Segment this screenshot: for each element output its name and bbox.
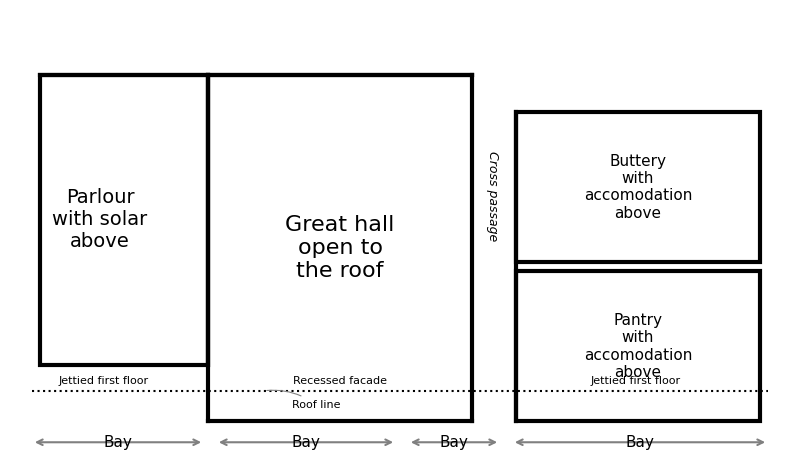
Bar: [40, 75, 208, 365]
Text: Bay: Bay: [626, 435, 654, 450]
Text: Jettied first floor: Jettied first floor: [591, 376, 681, 387]
Text: Pantry
with
accomodation
above: Pantry with accomodation above: [584, 313, 692, 380]
Text: Great hall
open to
the roof: Great hall open to the roof: [286, 215, 394, 281]
Text: Bay: Bay: [439, 435, 469, 450]
Text: Bay: Bay: [291, 435, 321, 450]
Text: Bay: Bay: [103, 435, 133, 450]
Bar: [516, 112, 760, 262]
Text: Jettied first floor: Jettied first floor: [59, 376, 149, 387]
Text: Buttery
with
accomodation
above: Buttery with accomodation above: [584, 154, 692, 221]
Text: Roof line: Roof line: [266, 390, 341, 410]
Text: Cross passage: Cross passage: [486, 152, 498, 241]
Text: Recessed facade: Recessed facade: [293, 376, 387, 387]
Bar: [516, 271, 760, 421]
Text: Parlour
with solar
above: Parlour with solar above: [52, 189, 148, 251]
